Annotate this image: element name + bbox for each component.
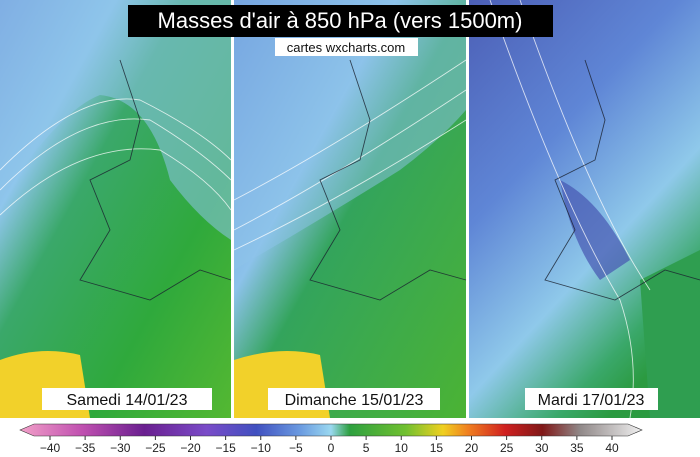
tick-label: −10 xyxy=(251,441,272,455)
panel-2 xyxy=(233,0,467,418)
tick-label: −35 xyxy=(75,441,96,455)
tick-label: −15 xyxy=(215,441,236,455)
panel-label: Dimanche 15/01/23 xyxy=(285,392,424,409)
title-box xyxy=(128,5,553,37)
tick-label: 40 xyxy=(605,441,619,455)
panel-label-box xyxy=(525,388,658,410)
tick-label: −20 xyxy=(180,441,201,455)
tick-label: 20 xyxy=(465,441,479,455)
tick-label: −25 xyxy=(145,441,166,455)
panel-label-box xyxy=(42,388,212,410)
tick-label: 15 xyxy=(430,441,444,455)
panel-label-box xyxy=(268,388,440,410)
tick-label: 30 xyxy=(535,441,549,455)
tick-label: −40 xyxy=(40,441,61,455)
tick-label: 25 xyxy=(500,441,514,455)
panel-label: Samedi 14/01/23 xyxy=(67,392,188,409)
tick-label: −5 xyxy=(289,441,303,455)
tick-label: 5 xyxy=(363,441,370,455)
tick-label: 35 xyxy=(570,441,584,455)
tick-label: −30 xyxy=(110,441,131,455)
title: Masses d'air à 850 hPa (vers 1500m) xyxy=(158,8,523,33)
panel-1 xyxy=(0,0,232,418)
colorbar-ticks: −40 −35 −30 −25 −20 −15 −10 −5 0 5 10 15 20 25 30 35 40 xyxy=(40,436,619,455)
source-box xyxy=(275,38,418,56)
panel-label: Mardi 17/01/23 xyxy=(538,392,645,409)
panel-3 xyxy=(469,0,700,419)
tick-label: 10 xyxy=(395,441,409,455)
colorbar xyxy=(19,423,643,437)
source: cartes wxcharts.com xyxy=(287,40,405,55)
tick-label: 0 xyxy=(328,441,335,455)
